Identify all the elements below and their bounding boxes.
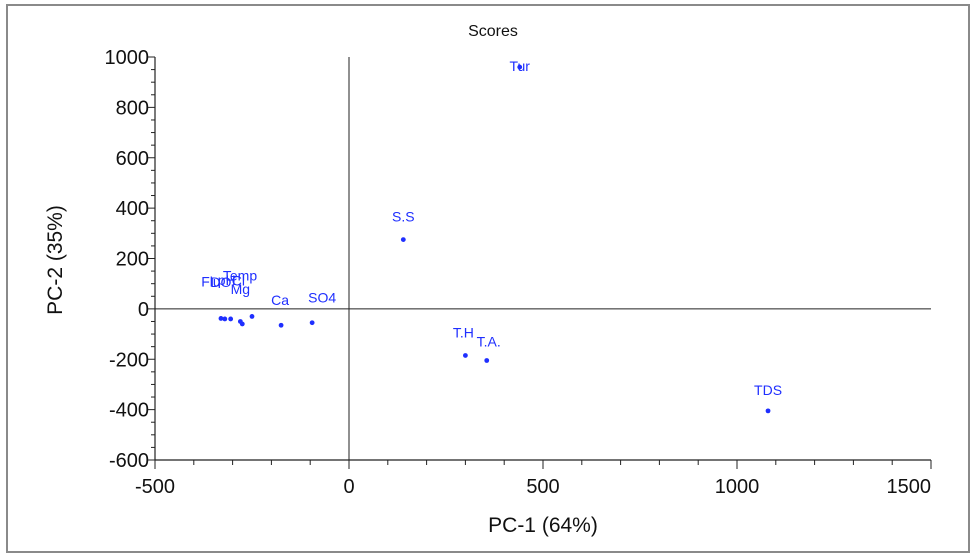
data-point (237, 319, 243, 324)
x-tick-label: 1500 (887, 476, 932, 498)
y-tick-label: 600 (116, 148, 149, 170)
point-label: S.S (392, 209, 415, 225)
y-axis-label: PC-2 (35%) (44, 205, 67, 315)
point-label: Tur (509, 58, 530, 74)
data-point (484, 358, 490, 363)
point-label: Flu (201, 273, 220, 289)
chart-title: Scores (468, 23, 518, 40)
point-label: T.A. (477, 334, 501, 350)
x-tick-label: 0 (343, 476, 354, 498)
x-tick-label: -500 (135, 476, 175, 498)
tick-marks (147, 56, 932, 469)
y-tick-label: 1000 (105, 47, 150, 69)
y-tick-label: 400 (116, 198, 149, 220)
point-label: SO4 (308, 290, 336, 306)
y-tick-label: -600 (109, 450, 149, 472)
point-label: DO (210, 274, 231, 290)
y-tick-label: -400 (109, 400, 149, 422)
point-label: TDS (754, 382, 782, 398)
point-label: T.H (453, 324, 474, 340)
chart-frame (6, 4, 970, 553)
point-label: Temp (223, 267, 257, 283)
tick-labels: -600 -400 -200 0 200 400 600 800 1000 -500 0 500 100… (105, 47, 932, 498)
x-tick-label: 500 (526, 476, 559, 498)
x-axis-label: PC-1 (64%) (488, 514, 598, 537)
point-label: Cl (232, 272, 245, 288)
y-tick-label: 200 (116, 249, 149, 271)
y-tick-label: -200 (109, 349, 149, 371)
x-tick-label: 1000 (715, 476, 760, 498)
data-point (249, 314, 255, 319)
axes (154, 57, 931, 461)
data-point (309, 320, 315, 326)
point-label: pH (218, 272, 236, 288)
data-point (218, 316, 224, 321)
data-points (218, 64, 771, 414)
y-tick-label: 0 (138, 299, 149, 321)
data-point (517, 64, 523, 70)
y-tick-label: 800 (116, 97, 149, 119)
data-point (765, 408, 771, 414)
data-point (222, 316, 228, 322)
point-label: Mg (231, 281, 250, 297)
data-point (228, 316, 234, 322)
point-label: Ca (271, 292, 289, 308)
data-point (463, 353, 468, 358)
data-point (278, 322, 284, 328)
data-point (400, 237, 406, 243)
